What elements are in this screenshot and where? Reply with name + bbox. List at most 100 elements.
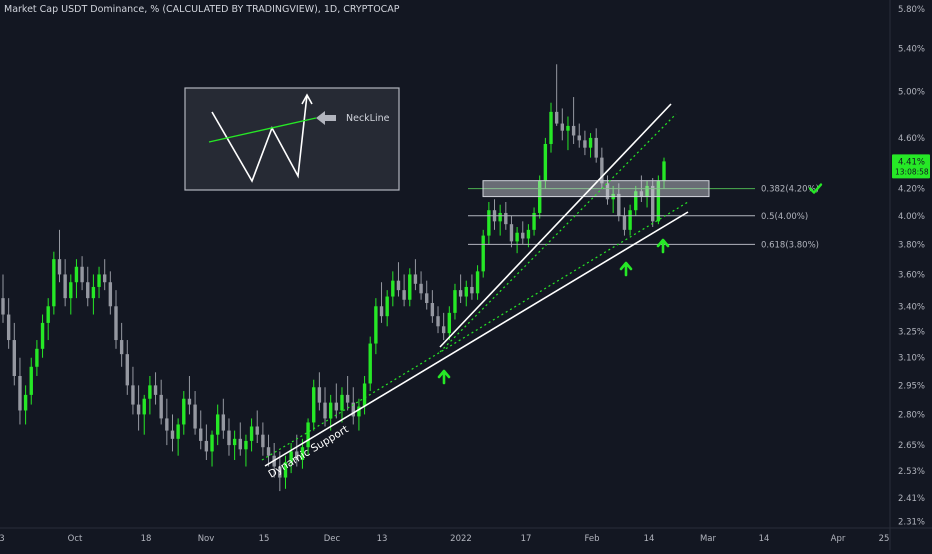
x-tick-label: Mar (700, 534, 717, 544)
x-tick-label: Feb (584, 534, 599, 544)
y-tick-label: 2.41% (898, 494, 925, 504)
candle-body-down (441, 326, 446, 334)
candle-body-up (69, 282, 73, 299)
fib-level-label: 0.5(4.00%) (761, 212, 808, 222)
candle-body-down (622, 215, 627, 230)
candle-body-up (385, 296, 389, 317)
candle-body-down (204, 440, 209, 452)
candle-body-down (165, 418, 169, 431)
candle-body-up (232, 438, 237, 446)
candle-body-down (255, 426, 259, 435)
candle-body-up (357, 406, 361, 417)
candle-body-down (323, 402, 327, 419)
candle-body-down (577, 135, 581, 141)
y-tick-label: 3.80% (898, 240, 925, 250)
candle-body-up (29, 366, 33, 395)
y-tick-label: 2.80% (898, 410, 925, 420)
candle-body-up (176, 424, 180, 439)
candle-body-down (470, 286, 474, 294)
candle-body-up (306, 422, 310, 448)
candle-body-up (300, 447, 305, 461)
candle-body-up (368, 343, 372, 384)
up-arrow-icon (437, 369, 451, 385)
candle-body-down (583, 140, 587, 148)
candle-body-down (136, 404, 141, 415)
candle-body-down (560, 123, 565, 131)
candle-body-down (521, 232, 525, 239)
candle-body-up (662, 161, 666, 181)
check-icon (808, 183, 823, 194)
candle-body-down (295, 451, 299, 461)
steep-support-line (439, 103, 672, 348)
candle-body-down (86, 282, 90, 299)
last-price-value: 4.41% (898, 157, 925, 167)
y-tick-label: 5.40% (898, 45, 925, 55)
candle-body-up (312, 387, 316, 423)
x-tick-label: Dec (324, 534, 341, 544)
candle-body-up (515, 232, 519, 242)
candle-body-down (261, 434, 265, 448)
neckline-line (208, 117, 317, 143)
x-tick-label: 14 (644, 534, 655, 544)
candle-body-down (413, 274, 418, 284)
y-tick-label: 3.25% (898, 327, 925, 337)
candle-body-down (351, 402, 355, 417)
fib-level-label: 0.382(4.20%) (761, 185, 819, 195)
candle-body-down (504, 212, 508, 225)
inset-pattern-box: NeckLine (184, 87, 400, 191)
candle-body-down (651, 185, 655, 222)
candle-body-down (6, 314, 11, 341)
candle-body-up (362, 383, 367, 407)
candle-body-up (215, 414, 220, 435)
candle-body-up (549, 111, 553, 144)
candle-body-down (396, 280, 401, 291)
y-tick-label: 2.31% (898, 518, 925, 528)
candle-body-down (18, 375, 22, 411)
candle-body-down (402, 290, 406, 300)
candle-body-down (266, 447, 271, 456)
candle-body-up (634, 191, 638, 211)
w-pattern-arrowhead (301, 93, 313, 105)
candle-body-up (532, 212, 536, 230)
candle-body-up (543, 143, 548, 181)
candle-body-up (142, 398, 146, 415)
candle-body-down (80, 266, 84, 283)
candle-body-up (148, 385, 152, 399)
candle-body-up (40, 322, 45, 349)
x-tick-label: 13 (377, 534, 388, 544)
y-tick-label: 4.60% (898, 134, 925, 144)
candle-body-down (227, 430, 231, 446)
candle-body-up (475, 271, 480, 294)
candle-body-down (199, 428, 203, 441)
candle-body-down (430, 303, 435, 317)
y-tick-label: 5.80% (898, 5, 925, 15)
last-price-tag (892, 154, 930, 179)
candle-body-up (645, 185, 649, 197)
candle-body-down (278, 466, 282, 478)
candle-body-down (639, 191, 644, 197)
x-tick-label: 2022 (450, 534, 472, 544)
x-tick-label: 25 (879, 534, 890, 544)
candle-body-down (108, 282, 113, 307)
fib-levels-group: 0.382(4.20%) 0.5(4.00%) 0.618(3.80%) (468, 185, 819, 250)
candle-body-down (594, 137, 598, 158)
candle-body-down (170, 430, 175, 439)
candle-body-down (131, 385, 135, 405)
candle-body-up (91, 286, 96, 299)
steep-support-dotted-line (439, 113, 677, 353)
x-tick-label: Apr (831, 534, 846, 544)
candle-body-down (102, 274, 107, 283)
candle-body-down (600, 157, 604, 184)
candle-body-up (391, 280, 395, 297)
dynamic-support-line (264, 211, 689, 467)
x-tick-label: 15 (259, 534, 270, 544)
y-tick-label: 5.00% (898, 87, 925, 97)
candle-body-up (481, 235, 485, 272)
y-tick-label: 4.00% (898, 212, 925, 222)
candle-body-up (52, 259, 56, 307)
fib-level-label: 0.618(3.80%) (761, 240, 819, 250)
candle-body-down (334, 402, 339, 411)
candle-body-up (487, 210, 491, 236)
candle-body-down (345, 394, 350, 403)
